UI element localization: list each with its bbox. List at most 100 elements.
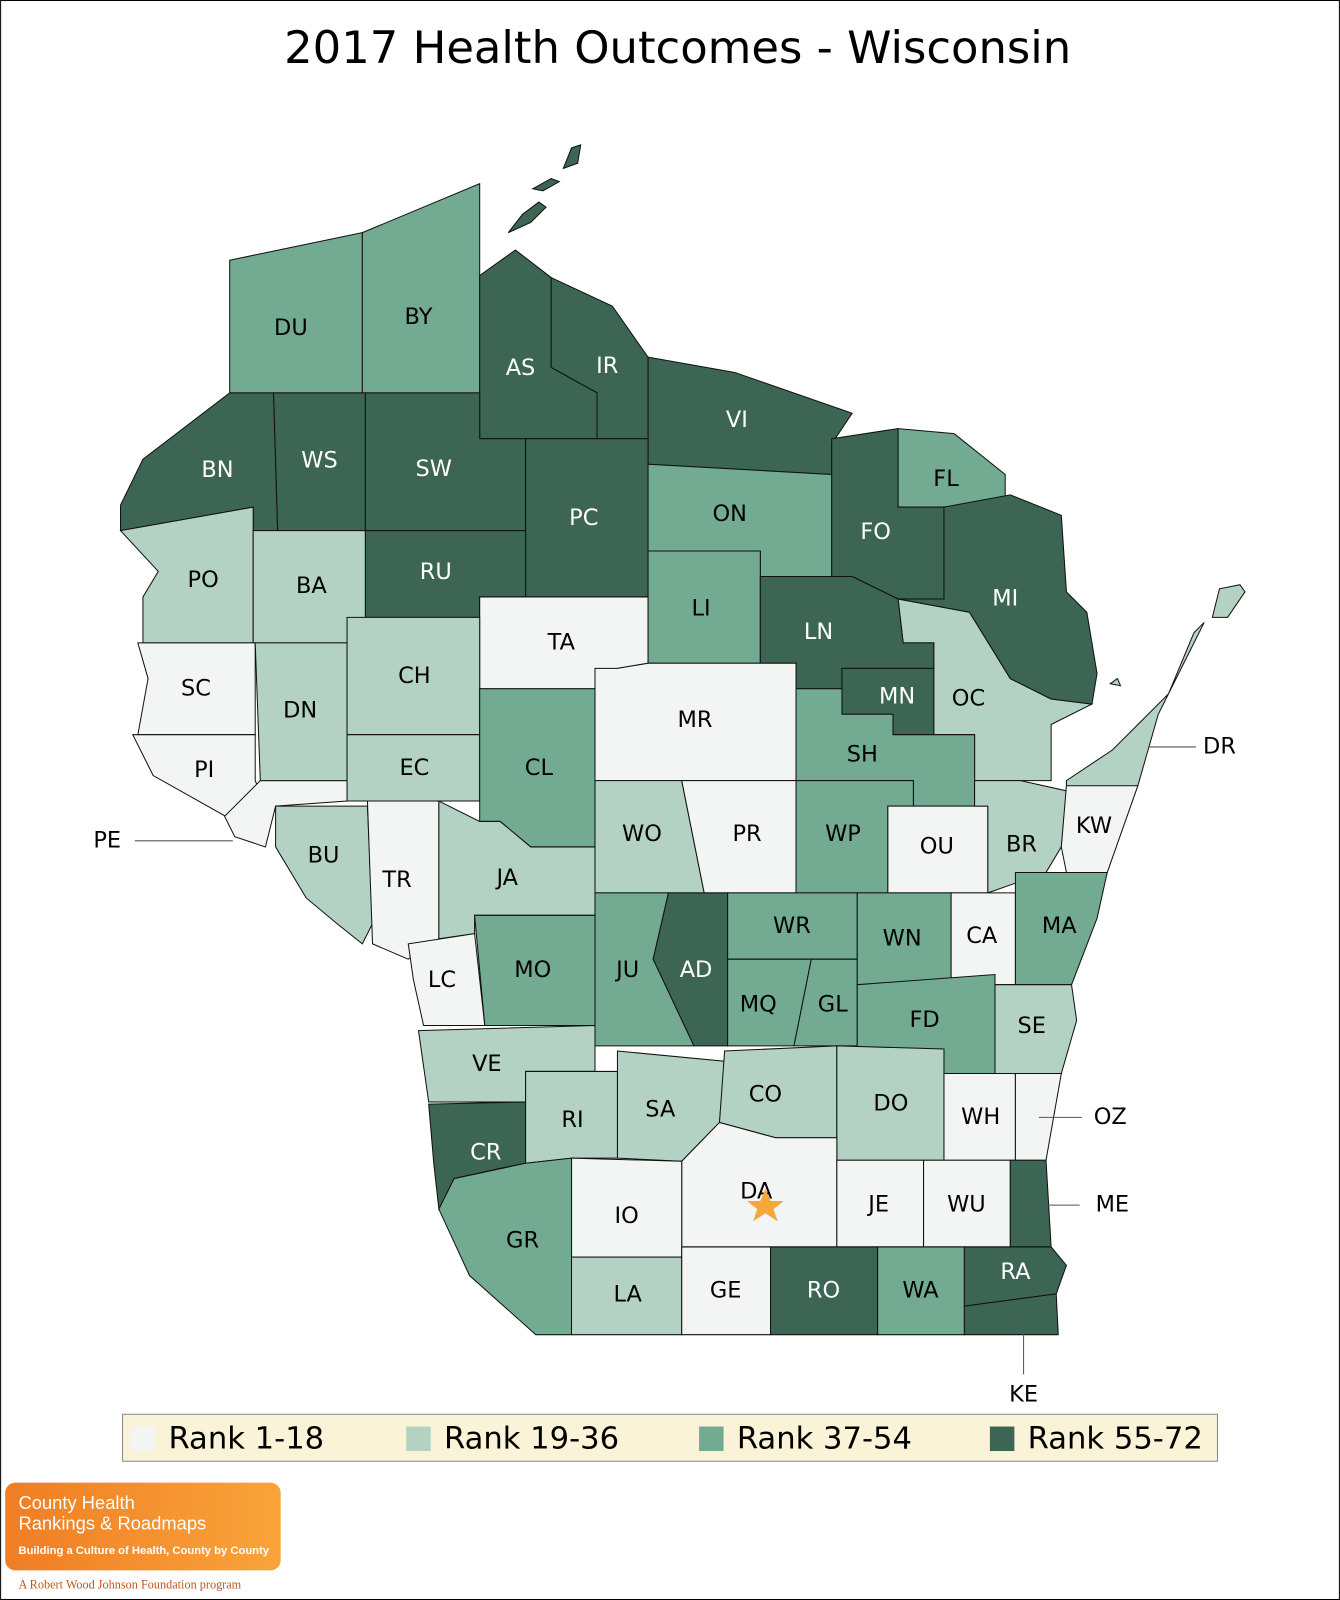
county-label: LA [613, 1281, 642, 1307]
county-label: MI [992, 585, 1018, 611]
county-label: LC [428, 967, 456, 993]
islands [1109, 584, 1246, 687]
legend-label: Rank 1-18 [168, 1421, 324, 1456]
county-label: WP [825, 821, 861, 847]
county-label: CO [749, 1081, 782, 1107]
county-label: IO [614, 1203, 638, 1229]
county-label: BY [405, 304, 433, 330]
county-label: TR [381, 867, 411, 893]
county-label: MA [1042, 913, 1077, 939]
county-label: RU [420, 559, 452, 585]
county-label: WN [883, 925, 922, 951]
county-label: CH [398, 663, 431, 689]
county-label: OZ [1094, 1104, 1127, 1130]
legend-swatch [406, 1426, 431, 1452]
county [994, 984, 1078, 1074]
county-label: SH [847, 742, 878, 768]
county-label: GE [710, 1277, 742, 1303]
county-label: WR [773, 913, 811, 939]
legend-swatch [699, 1426, 724, 1452]
county-label: DN [283, 698, 317, 724]
county-label: WU [947, 1192, 986, 1218]
county [229, 232, 363, 394]
logo [5, 1482, 281, 1571]
county-label: PC [569, 505, 598, 531]
county-label: GR [506, 1227, 539, 1253]
county [963, 1246, 1068, 1307]
county-label: MN [879, 683, 915, 709]
labels: DU BY AS IR VI BN WS SW PC ON FL FO OC MI PO BA RU TA LI LN… [93, 304, 1236, 1408]
county-label: DO [873, 1091, 908, 1117]
logo-footer: A Robert Wood Johnson Foundation program [18, 1578, 241, 1592]
county-label: IR [596, 353, 618, 379]
county-label: RI [561, 1107, 583, 1133]
county-label: SW [416, 456, 452, 482]
county-label: PI [194, 757, 214, 783]
county-label: ON [712, 501, 746, 527]
county-label: BA [296, 573, 327, 599]
county-label: KE [1009, 1381, 1038, 1407]
county-label: AS [506, 355, 536, 381]
legend [122, 1413, 1218, 1462]
county-label: FD [909, 1007, 939, 1033]
map-title: 2017 Health Outcomes - Wisconsin [284, 21, 1071, 74]
county-label: WA [902, 1277, 939, 1303]
county-label: CL [525, 755, 554, 781]
county-label: BN [201, 457, 233, 483]
county-label: CR [470, 1140, 501, 1166]
county-label: PE [93, 827, 121, 853]
county-label: WH [961, 1104, 1000, 1130]
logo-line: County Health [18, 1492, 134, 1513]
county-label: EC [399, 755, 429, 781]
county-label: SE [1018, 1013, 1046, 1039]
county-label: TA [547, 629, 576, 655]
county-label: BU [308, 843, 340, 869]
county [1009, 1159, 1052, 1248]
county-label: LI [692, 596, 711, 622]
county-label: VE [472, 1051, 502, 1077]
county-label: WS [301, 448, 337, 474]
legend-label: Rank 55-72 [1028, 1421, 1203, 1456]
county-label: OU [920, 833, 954, 859]
county-label: BR [1006, 831, 1037, 857]
county-label: MQ [740, 992, 777, 1018]
legend-items: Rank 1-18 Rank 19-36 Rank 37-54 Rank 55-72 [130, 1421, 1203, 1456]
legend-swatch [130, 1426, 156, 1452]
legend-label: Rank 19-36 [444, 1421, 619, 1456]
county-label: DR [1203, 733, 1236, 759]
county-label: ME [1096, 1192, 1130, 1218]
county-label: FL [933, 466, 959, 492]
logo-tagline: Building a Culture of Health, County by … [18, 1545, 269, 1557]
county-label: MR [678, 707, 713, 733]
county [963, 1293, 1059, 1336]
county-label: FO [860, 519, 891, 545]
county-label: RA [1000, 1259, 1031, 1285]
county-label: MO [514, 957, 551, 983]
county-label: OC [952, 685, 985, 711]
county-label: SC [181, 675, 211, 701]
islands [507, 144, 582, 234]
county-label: SA [645, 1097, 676, 1123]
county-label: PO [188, 567, 219, 593]
county-label: KW [1076, 813, 1112, 839]
county [1065, 622, 1205, 792]
county-label: GL [818, 992, 848, 1018]
county-label: JE [866, 1192, 889, 1218]
map [119, 144, 1246, 1336]
county-label: JU [614, 957, 639, 983]
county [438, 1157, 573, 1336]
legend-label: Rank 37-54 [737, 1421, 912, 1456]
logo-line: Rankings & Roadmaps [18, 1512, 206, 1533]
county [652, 892, 729, 1047]
county-label: CA [966, 923, 998, 949]
county-label: AD [680, 957, 713, 983]
county-label: VI [726, 407, 748, 433]
county-label: PR [732, 821, 761, 847]
county-label: WO [622, 821, 662, 847]
county [407, 933, 486, 1027]
legend-swatch [989, 1426, 1015, 1452]
county-label: DU [274, 315, 308, 341]
county-label: RO [807, 1277, 840, 1303]
county [1014, 871, 1108, 986]
